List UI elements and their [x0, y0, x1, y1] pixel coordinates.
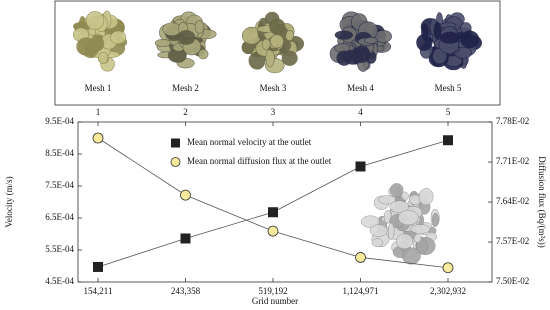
mesh-blob — [269, 18, 286, 35]
mesh-image — [72, 10, 128, 72]
mesh-blob — [194, 20, 205, 34]
mesh-blob — [76, 37, 97, 56]
mesh-blob — [439, 31, 460, 44]
legend-label: Mean normal diffusion flux at the outlet — [187, 156, 332, 166]
y2-tick-label: 7.57E-02 — [496, 236, 529, 246]
x-tick-label: 2,302,932 — [430, 286, 466, 296]
x-tick-label: 154,211 — [84, 286, 113, 296]
mesh-blob — [353, 45, 371, 63]
marker — [443, 135, 453, 146]
legend-marker — [171, 138, 180, 148]
x2-tick-label: 5 — [446, 107, 451, 117]
marker — [180, 233, 191, 244]
mesh-blob — [110, 30, 127, 45]
y2-tick-label: 7.78E-02 — [496, 116, 529, 126]
inset-mesh — [360, 183, 440, 265]
marker — [92, 132, 104, 144]
mesh-blob — [416, 34, 432, 51]
inset-blob — [389, 183, 404, 198]
inset-blob — [371, 238, 384, 248]
marker — [268, 207, 278, 218]
x-tick-label: 243,358 — [171, 286, 201, 296]
mesh-label: Mesh 2 — [172, 83, 199, 93]
mesh-blob — [85, 11, 105, 30]
mesh-blob — [177, 30, 196, 45]
mesh-blob — [281, 50, 298, 66]
y2-tick-label: 7.71E-02 — [496, 156, 529, 166]
mesh-blob — [197, 49, 209, 60]
marker — [355, 252, 366, 263]
mesh-label: Mesh 5 — [435, 83, 462, 93]
inset-blob — [387, 222, 395, 240]
x2-tick-label: 3 — [271, 107, 276, 117]
mesh-image — [329, 11, 392, 72]
x-axis-label: Grid number — [252, 296, 298, 306]
mesh-blob — [265, 49, 275, 68]
mesh-blob — [433, 21, 442, 40]
y-tick-label: 5.5E-04 — [45, 244, 74, 254]
y2-tick-label: 7.64E-02 — [496, 196, 529, 206]
inset-blob — [378, 195, 396, 205]
inset-blob — [360, 215, 380, 228]
y-tick-label: 7.5E-04 — [45, 180, 74, 190]
mesh-blob — [334, 30, 353, 40]
mesh-image — [154, 11, 217, 69]
mesh-blob — [154, 39, 172, 48]
inset-blob — [401, 247, 421, 265]
x2-tick-label: 2 — [183, 107, 188, 117]
marker — [267, 225, 279, 237]
mesh-blob — [98, 51, 109, 64]
mesh-image — [241, 11, 305, 74]
mesh-blob — [261, 38, 271, 50]
x-tick-label: 519,192 — [258, 286, 287, 296]
y-tick-label: 9.5E-04 — [45, 116, 74, 126]
mesh-label: Mesh 3 — [260, 83, 287, 93]
inset-blob — [389, 200, 409, 214]
y-tick-label: 8.5E-04 — [45, 148, 74, 158]
inset-blob — [413, 233, 422, 243]
mesh-label: Mesh 1 — [85, 83, 112, 93]
inset-blob — [396, 233, 414, 250]
y-tick-label: 4.5E-04 — [45, 276, 74, 286]
marker — [355, 161, 366, 172]
mesh-blob — [285, 29, 294, 42]
y-axis-label: Velocity (m/s) — [4, 176, 14, 227]
x2-tick-label: 4 — [358, 107, 363, 117]
inset-blob — [410, 224, 431, 234]
inset-blob — [418, 188, 434, 206]
mesh-label: Mesh 4 — [347, 83, 374, 93]
mesh-image — [416, 12, 482, 71]
legend-marker — [170, 157, 181, 167]
y2-tick-label: 7.50E-02 — [496, 276, 529, 286]
inset-blob — [398, 210, 419, 226]
x-tick-label: 1,124,971 — [343, 286, 379, 296]
inset-blob — [431, 212, 439, 227]
mesh-blob — [270, 34, 284, 49]
marker — [93, 261, 103, 272]
x2-tick-label: 1 — [96, 107, 101, 117]
marker — [442, 262, 454, 274]
mesh-panel — [54, 0, 501, 106]
y-tick-label: 6.5E-04 — [45, 212, 74, 222]
inset-blob — [369, 224, 388, 237]
mesh-blob — [460, 30, 480, 49]
legend-label: Mean normal velocity at the outlet — [187, 137, 312, 147]
y2-axis-label: Diffusion flux (Bq/(m²s)) — [537, 156, 547, 248]
marker — [180, 189, 191, 201]
mesh-blob — [364, 36, 378, 44]
